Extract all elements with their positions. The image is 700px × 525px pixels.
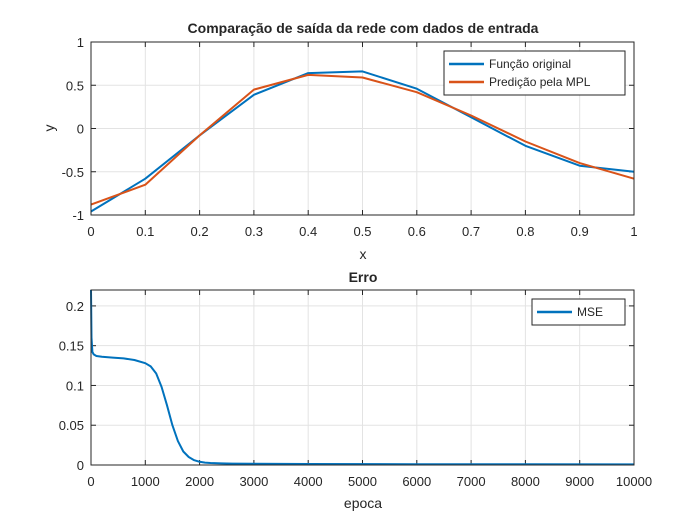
bottom-y-tick-label: 0.15 bbox=[59, 339, 84, 354]
top-y-tick-label: 1 bbox=[77, 35, 84, 50]
bottom-y-tick-label: 0.05 bbox=[59, 418, 84, 433]
bottom-x-tick-label: 7000 bbox=[457, 474, 486, 489]
top-x-tick-label: 0.6 bbox=[408, 224, 426, 239]
top-legend-box bbox=[443, 50, 626, 96]
bottom-legend: MSE bbox=[531, 298, 626, 326]
bottom-axes: Erro epoca 0 1000 2000 3000 4000 5000 6000 7000… bbox=[59, 269, 652, 511]
top-y-tick-label: -0.5 bbox=[62, 165, 84, 180]
top-series-predi-o-pela-mpl bbox=[90, 73, 635, 206]
bottom-y-tick-label: 0.2 bbox=[66, 299, 84, 314]
bottom-chart-title: Erro bbox=[349, 269, 378, 285]
bottom-x-tick-label: 5000 bbox=[348, 474, 377, 489]
top-legend-label: Predição pela MPL bbox=[489, 75, 591, 89]
bottom-axes-box bbox=[90, 289, 635, 466]
bottom-x-tick-label: 10000 bbox=[616, 474, 652, 489]
top-y-tick-label: 0.5 bbox=[66, 78, 84, 93]
top-axes-box bbox=[90, 41, 635, 216]
top-x-tick-label: 0.5 bbox=[353, 224, 371, 239]
bottom-x-tick-label: 6000 bbox=[402, 474, 431, 489]
top-chart-title: Comparação de saída da rede com dados de… bbox=[188, 20, 539, 36]
top-x-tick-label: 1 bbox=[630, 224, 637, 239]
top-x-tick-label: 0.7 bbox=[462, 224, 480, 239]
top-x-tick-label: 0.9 bbox=[571, 224, 589, 239]
bottom-x-tick-label: 3000 bbox=[239, 474, 268, 489]
bottom-x-tick-label: 2000 bbox=[185, 474, 214, 489]
top-x-tick-label: 0.2 bbox=[191, 224, 209, 239]
top-legend-label: Função original bbox=[489, 57, 571, 71]
top-y-tick-label: -1 bbox=[72, 208, 84, 223]
top-x-tick-label: 0.4 bbox=[299, 224, 317, 239]
top-x-tick-label: 0 bbox=[87, 224, 94, 239]
bottom-y-tick-label: 0 bbox=[77, 458, 84, 473]
bottom-x-tick-label: 8000 bbox=[511, 474, 540, 489]
top-x-tick-label: 0.8 bbox=[516, 224, 534, 239]
bottom-y-tick-label: 0.1 bbox=[66, 378, 84, 393]
bottom-x-tick-label: 9000 bbox=[565, 474, 594, 489]
top-x-axis-label: x bbox=[360, 246, 367, 262]
top-x-tick-label: 0.3 bbox=[245, 224, 263, 239]
top-series-fun-o-original bbox=[90, 70, 635, 213]
top-y-tick-label: 0 bbox=[77, 122, 84, 137]
bottom-x-tick-label: 4000 bbox=[294, 474, 323, 489]
top-x-tick-label: 0.1 bbox=[136, 224, 154, 239]
bottom-x-tick-label: 1000 bbox=[131, 474, 160, 489]
bottom-legend-label: MSE bbox=[577, 305, 603, 319]
bottom-series-mse bbox=[90, 289, 635, 466]
top-legend: Função original Predição pela MPL bbox=[443, 50, 626, 96]
bottom-x-tick-label: 0 bbox=[87, 474, 94, 489]
bottom-x-axis-label: epoca bbox=[344, 495, 382, 511]
top-axes: Comparação de saída da rede com dados de… bbox=[41, 20, 638, 262]
top-y-axis-label: y bbox=[41, 125, 57, 132]
